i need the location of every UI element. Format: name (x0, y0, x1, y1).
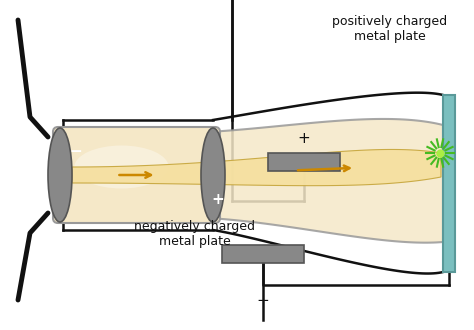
Ellipse shape (201, 128, 225, 222)
Bar (222, 245, 304, 263)
Text: +: + (211, 192, 224, 208)
Text: negatively charged
metal plate: negatively charged metal plate (135, 220, 255, 248)
Text: +: + (298, 131, 310, 146)
Polygon shape (72, 149, 441, 186)
Bar (268, 153, 340, 171)
Ellipse shape (74, 146, 169, 188)
Text: −: − (70, 145, 82, 159)
Text: positively charged
metal plate: positively charged metal plate (332, 15, 447, 43)
Ellipse shape (48, 128, 72, 222)
Polygon shape (208, 119, 443, 243)
FancyBboxPatch shape (53, 127, 220, 223)
Bar (443, 95, 455, 272)
Text: −: − (256, 293, 269, 308)
